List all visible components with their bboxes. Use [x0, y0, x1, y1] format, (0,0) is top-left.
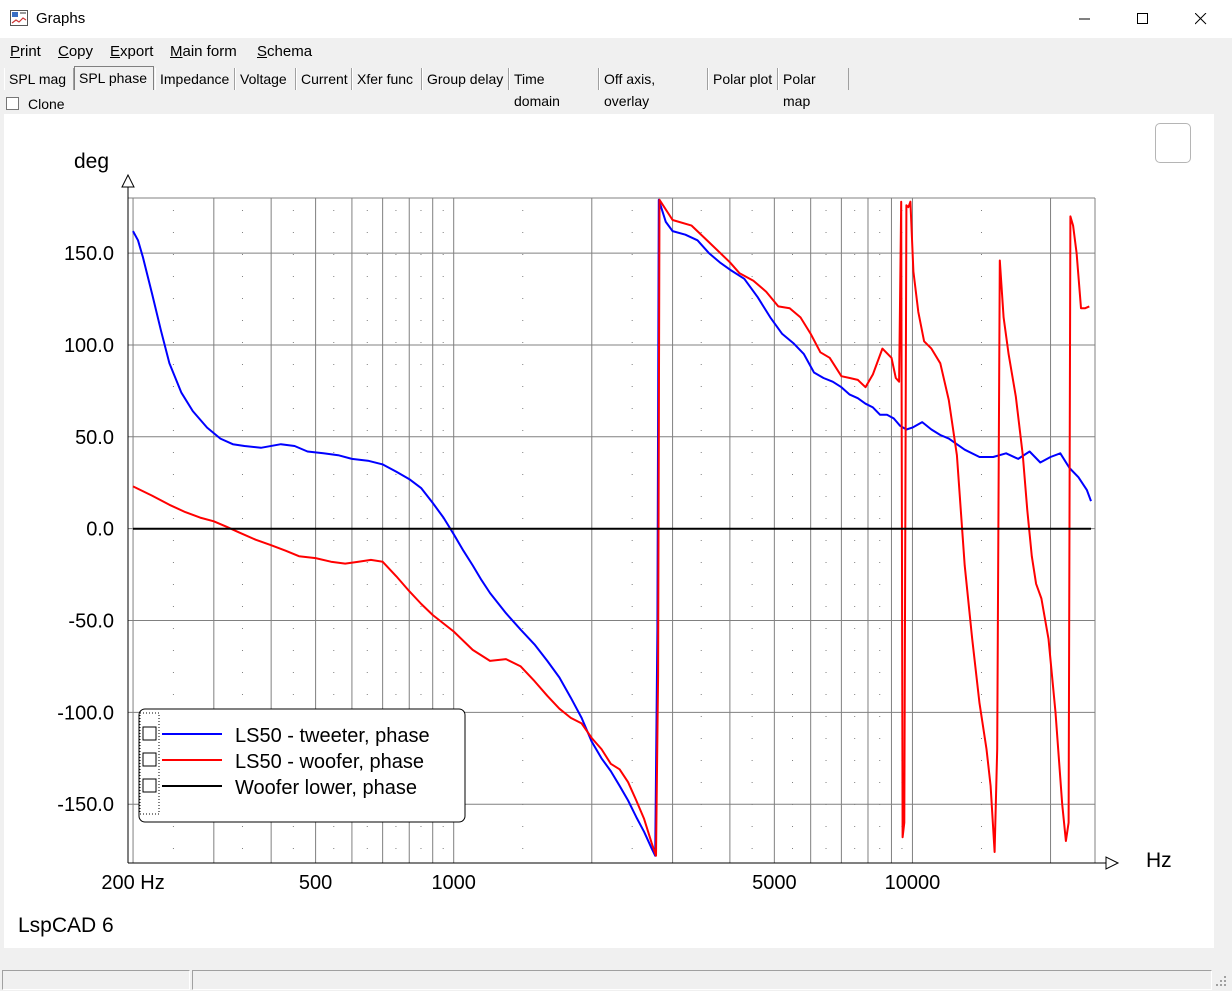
tab-off-axis-overlay[interactable]: Off axis, overlay	[599, 68, 708, 109]
x-tick-label: 200 Hz	[101, 872, 164, 894]
status-pane-2	[192, 970, 1212, 990]
window-title: Graphs	[36, 10, 86, 27]
tab-polar-plot[interactable]: Polar plot	[708, 68, 778, 90]
y-tick-label: 50.0	[75, 427, 114, 449]
x-tick-label: 10000	[885, 872, 941, 894]
legend-label: LS50 - woofer, phase	[235, 751, 424, 773]
legend-label: Woofer lower, phase	[235, 777, 417, 799]
x-axis-arrow-icon	[1105, 856, 1120, 870]
minimize-button[interactable]	[1056, 0, 1114, 38]
status-bar	[0, 968, 1232, 991]
title-bar: Graphs	[0, 0, 1232, 38]
status-pane-1	[2, 970, 190, 990]
series-line-2	[132, 198, 1090, 857]
x-tick-label: 5000	[752, 872, 797, 894]
y-tick-labels: 150.0 100.0 50.0 0.0 -50.0 -100.0 -150.0	[57, 243, 114, 816]
close-button[interactable]	[1172, 0, 1230, 38]
menu-copy[interactable]: Copy	[58, 43, 94, 60]
resize-grip-icon[interactable]	[1214, 974, 1228, 988]
y-tick-label: 0.0	[86, 519, 114, 541]
tab-polar-map[interactable]: Polar map	[778, 68, 849, 109]
y-tick-label: -150.0	[57, 794, 114, 816]
tab-spl-phase[interactable]: SPL phase	[74, 66, 154, 90]
graph-settings-button[interactable]	[1155, 123, 1191, 163]
tab-time-domain[interactable]: Time domain	[509, 68, 599, 109]
legend-checkbox	[142, 778, 157, 793]
legend: LS50 - tweeter, phase LS50 - woofer, phas…	[138, 708, 466, 823]
x-tick-label: 500	[299, 872, 332, 894]
menu-bar: Print Copy Export Main form Schema	[0, 40, 1232, 64]
y-tick-label: -50.0	[68, 611, 114, 633]
y-tick-label: 100.0	[64, 335, 114, 357]
tab-group-delay[interactable]: Group delay	[422, 68, 509, 90]
legend-checkbox	[142, 752, 157, 767]
tab-current[interactable]: Current	[296, 68, 352, 90]
tab-voltage[interactable]: Voltage	[235, 68, 296, 90]
legend-label: LS50 - tweeter, phase	[235, 725, 430, 747]
y-tick-label: 150.0	[64, 243, 114, 265]
minimize-icon	[1079, 18, 1090, 20]
menu-main-form[interactable]: Main form	[170, 43, 237, 60]
menu-print[interactable]: Print	[10, 43, 41, 60]
x-tick-label: 1000	[431, 872, 476, 894]
clone-checkbox[interactable]	[6, 97, 19, 110]
y-tick-label: -100.0	[57, 702, 114, 724]
menu-schema[interactable]: Schema	[257, 43, 313, 60]
maximize-button[interactable]	[1114, 0, 1172, 38]
watermark: LspCAD 6	[18, 914, 114, 937]
tab-spl-mag[interactable]: SPL mag	[4, 68, 74, 90]
clone-label: Clone	[28, 96, 65, 112]
y-axis-label: deg	[74, 150, 109, 173]
axes	[121, 173, 1120, 870]
tab-xfer-func[interactable]: Xfer func	[352, 68, 422, 90]
x-tick-labels: 200 Hz 500 1000 5000 10000	[101, 872, 940, 894]
legend-checkbox	[142, 726, 157, 741]
y-axis-arrow-icon	[121, 173, 135, 188]
x-axis-label: Hz	[1146, 849, 1172, 872]
tab-impedance[interactable]: Impedance	[155, 68, 235, 90]
maximize-icon	[1137, 13, 1148, 24]
app-icon	[10, 10, 28, 26]
menu-export[interactable]: Export	[110, 43, 154, 60]
series-lines	[132, 198, 1092, 857]
close-icon	[1195, 13, 1207, 25]
